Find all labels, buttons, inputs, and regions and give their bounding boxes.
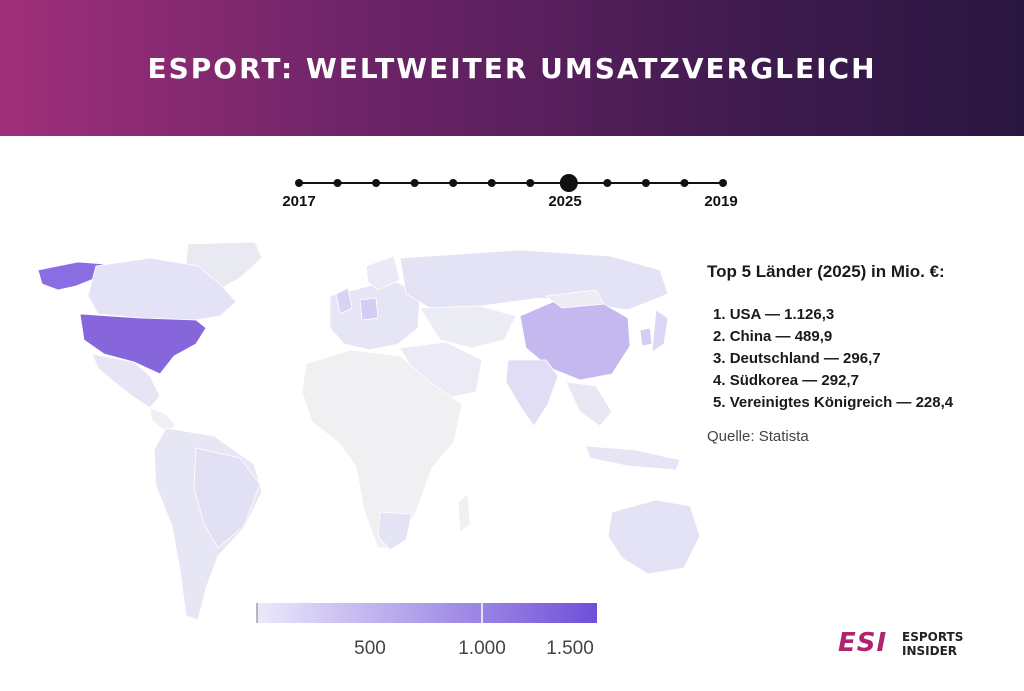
page-title: ESPORT: WELTWEITER UMSATZVERGLEICH	[147, 52, 877, 85]
year-timeline[interactable]: 2017 2025 2019	[280, 165, 750, 220]
region-australia[interactable]	[607, 499, 701, 575]
source-note: Quelle: Statista	[707, 428, 809, 445]
timeline-label-selected[interactable]: 2025	[548, 193, 582, 210]
world-choropleth-map	[0, 236, 751, 636]
timeline-dot[interactable]	[719, 179, 727, 187]
region-uk[interactable]	[335, 287, 353, 315]
logo-mark: ESI	[838, 628, 888, 658]
ranking-item: 4. Südkorea — 292,7	[713, 372, 859, 389]
region-central-america	[149, 407, 177, 433]
esports-insider-logo: ESI ESPORTS INSIDER	[838, 628, 978, 662]
ranking-list: 1. USA — 1.126,3 2. China — 489,9 3. Deu…	[707, 304, 1017, 414]
ranking-item: 2. China — 489,9	[713, 328, 833, 345]
logo-wordmark: ESPORTS INSIDER	[902, 630, 964, 658]
timeline-label-end[interactable]: 2019	[704, 193, 738, 210]
ranking-panel: Top 5 Länder (2025) in Mio. €: 1. USA — …	[707, 262, 1017, 445]
region-south-africa[interactable]	[377, 511, 413, 551]
region-mongolia	[544, 289, 605, 309]
region-alaska[interactable]	[37, 261, 105, 291]
timeline-dot[interactable]	[449, 179, 458, 187]
region-brazil[interactable]	[193, 447, 261, 549]
region-canada[interactable]	[87, 257, 237, 321]
region-germany[interactable]	[359, 297, 379, 321]
region-japan[interactable]	[651, 309, 669, 353]
color-scale-legend	[256, 603, 597, 623]
region-central-asia	[419, 305, 517, 349]
ranking-item: 5. Vereinigtes Königreich — 228,4	[713, 394, 954, 411]
region-madagascar	[457, 493, 471, 533]
header-banner: ESPORT: WELTWEITER UMSATZVERGLEICH	[0, 0, 1024, 136]
ranking-title: Top 5 Länder (2025) in Mio. €:	[707, 262, 945, 281]
colorbar-tick-1500: 1.500	[546, 638, 594, 659]
timeline-dot[interactable]	[680, 179, 689, 187]
timeline-label-start[interactable]: 2017	[282, 193, 316, 210]
timeline-dot[interactable]	[295, 179, 303, 187]
region-scandinavia	[365, 255, 401, 291]
region-south-korea[interactable]	[639, 327, 653, 347]
timeline-dot[interactable]	[333, 179, 342, 187]
region-russia[interactable]	[399, 249, 669, 311]
timeline-track	[295, 174, 727, 192]
timeline-dot[interactable]	[526, 179, 535, 187]
colorbar-tick-500: 500	[354, 638, 386, 659]
timeline-dot[interactable]	[372, 179, 381, 187]
timeline-dot[interactable]	[603, 179, 612, 187]
timeline-dot[interactable]	[487, 179, 496, 187]
ranking-item: 3. Deutschland — 296,7	[713, 350, 881, 367]
timeline-dot[interactable]	[410, 179, 419, 187]
region-usa[interactable]	[79, 313, 207, 375]
ranking-item: 1. USA — 1.126,3	[713, 306, 835, 323]
timeline-dot-selected[interactable]	[559, 174, 578, 192]
region-india[interactable]	[505, 359, 559, 427]
region-southeast-asia	[565, 381, 613, 427]
region-indonesia	[585, 445, 681, 471]
colorbar-tick-1000: 1.000	[458, 638, 506, 659]
timeline-dot[interactable]	[641, 179, 650, 187]
